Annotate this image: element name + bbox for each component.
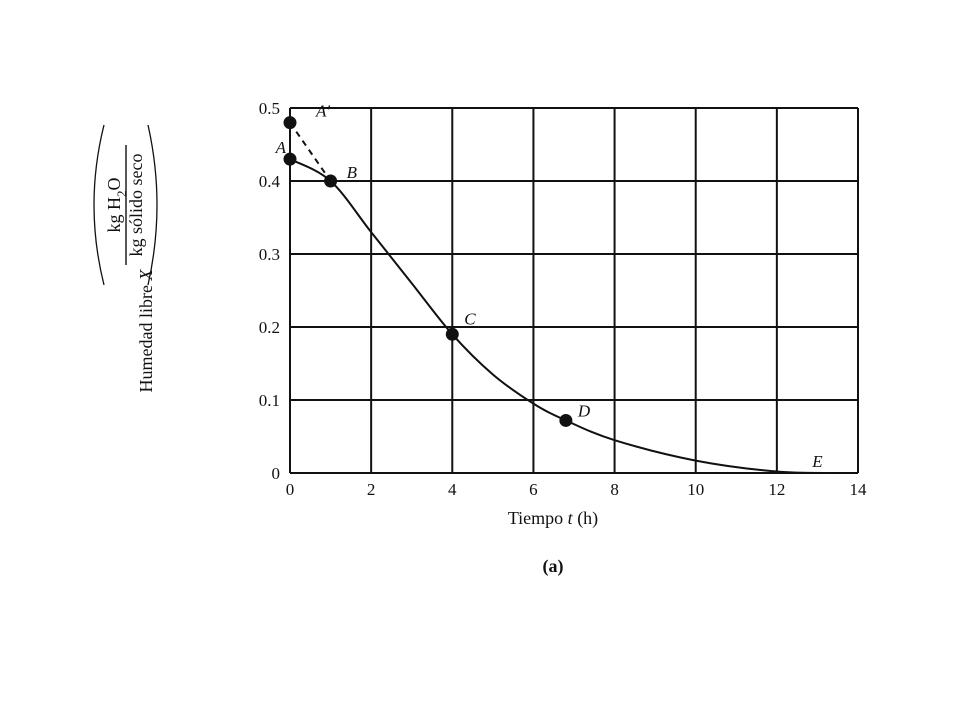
point-label: A' [315, 102, 330, 121]
point-marker [283, 152, 297, 166]
point-marker [324, 174, 338, 188]
y-axis-label-text: Humedad libre X [136, 269, 156, 393]
y-axis-label: Humedad libre X kg H2O kg sólido seco [93, 124, 158, 393]
point-label: A [275, 138, 287, 157]
x-tick-label: 4 [448, 480, 457, 499]
x-tick-label: 6 [529, 480, 538, 499]
point-marker [283, 116, 297, 130]
dashed-extrapolation-line [289, 122, 332, 182]
series [289, 122, 838, 474]
figure-caption: (a) [543, 556, 564, 577]
tick-labels: 0 2 4 6 8 10 12 14 0 0.1 0.2 0.3 0.4 0.5 [259, 99, 867, 499]
point-label: D [577, 401, 591, 420]
y-tick-label: 0.2 [259, 318, 280, 337]
x-tick-label: 0 [286, 480, 295, 499]
y-unit-right-paren [147, 124, 158, 286]
x-tick-label: 2 [367, 480, 376, 499]
point-label: B [347, 163, 358, 182]
y-tick-label: 0.4 [259, 172, 281, 191]
x-tick-label: 12 [768, 480, 785, 499]
x-axis-label: Tiempo t (h) [508, 508, 598, 529]
y-tick-label: 0.5 [259, 99, 280, 118]
points: A' A B C D E [275, 102, 824, 471]
x-tick-label: 10 [687, 480, 704, 499]
y-tick-label: 0 [272, 464, 281, 483]
point-marker [445, 327, 459, 341]
point-marker [559, 413, 573, 427]
x-tick-label: 14 [850, 480, 868, 499]
point-label: E [811, 452, 823, 471]
y-tick-label: 0.3 [259, 245, 280, 264]
y-tick-label: 0.1 [259, 391, 280, 410]
y-unit-denominator: kg sólido seco [126, 154, 146, 257]
y-unit-left-paren [93, 124, 105, 286]
y-unit-numerator: kg H2O [104, 178, 129, 233]
x-tick-label: 8 [610, 480, 619, 499]
drying-curve-line [289, 158, 838, 474]
point-label: C [464, 309, 476, 328]
grid [289, 107, 859, 474]
